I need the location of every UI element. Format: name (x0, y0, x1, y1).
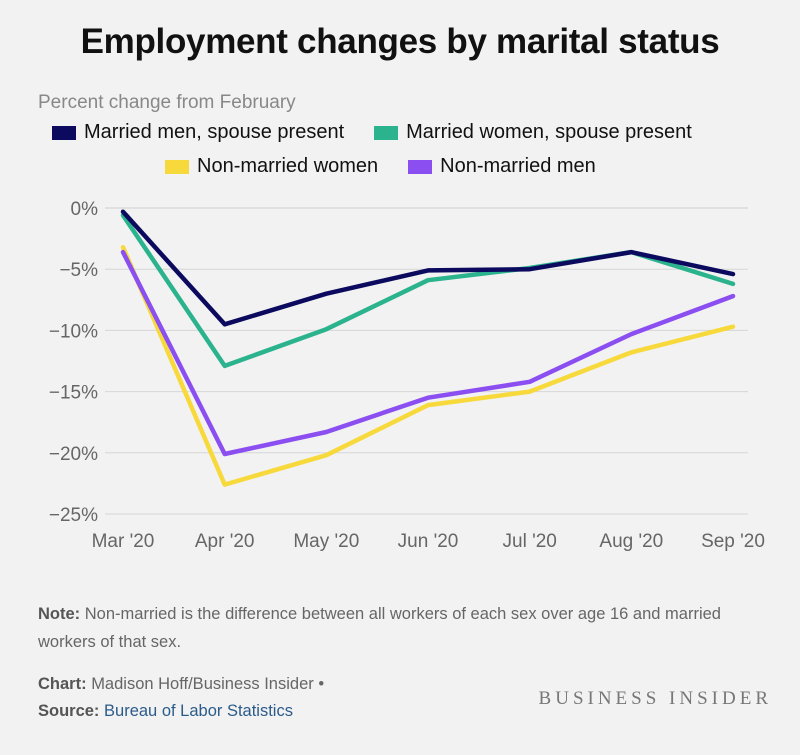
y-tick-label: −20% (49, 444, 98, 465)
legend-item-married-women: Married women, spouse present (374, 121, 692, 144)
chart-credit-label: Chart: (38, 675, 87, 693)
series-line-2 (120, 244, 736, 487)
chart-note: Note: Non-married is the difference betw… (38, 600, 768, 656)
x-tick-label: Sep '20 (701, 531, 765, 552)
legend-swatch-non-married-women (165, 159, 189, 174)
x-tick-label: Jul '20 (503, 531, 557, 552)
legend-swatch-married-men (52, 125, 76, 140)
legend-swatch-non-married-men (408, 159, 433, 174)
note-label: Note: (38, 605, 81, 623)
series-line-1 (120, 213, 736, 369)
legend-item-non-married-women: Non-married women (165, 155, 378, 178)
chart-credit: Chart: Madison Hoff/Business Insider • (38, 675, 324, 694)
legend-row-1: Married men, spouse present Married wome… (52, 121, 692, 144)
series-line-0 (120, 209, 736, 327)
line-chart: 0% −5% −10% −15% −20% −25% Mar '20 Apr '20 May '… (49, 199, 765, 552)
x-tick-label: Jun '20 (398, 531, 459, 552)
chart-title: Employment changes by marital status (80, 22, 720, 61)
legend-label-non-married-men: Non-married men (440, 155, 596, 177)
legend-label-married-women: Married women, spouse present (406, 121, 692, 143)
x-tick-label: Apr '20 (195, 531, 255, 552)
source-label: Source: (38, 702, 100, 720)
source-credit: Source: Bureau of Labor Statistics (38, 702, 293, 721)
chart-subtitle: Percent change from February (38, 92, 296, 113)
legend-label-married-men: Married men, spouse present (84, 121, 345, 143)
legend-row-2: Non-married women Non-married men (165, 155, 596, 178)
x-tick-label: Mar '20 (92, 531, 155, 552)
y-tick-label: −25% (49, 505, 98, 526)
legend-label-non-married-women: Non-married women (197, 155, 379, 177)
business-insider-logo: BUSINESS INSIDER (538, 688, 772, 709)
chart-credit-text: Madison Hoff/Business Insider • (91, 675, 325, 693)
y-tick-label: 0% (71, 199, 99, 220)
y-tick-label: −5% (59, 260, 98, 281)
series-line-3 (120, 249, 736, 457)
y-tick-label: −10% (49, 321, 98, 342)
legend-item-non-married-men: Non-married men (408, 155, 596, 178)
legend-swatch-married-women (374, 125, 399, 140)
x-tick-label: Aug '20 (599, 531, 663, 552)
note-text: Non-married is the difference between al… (38, 605, 721, 651)
legend-item-married-men: Married men, spouse present (52, 121, 344, 144)
source-link[interactable]: Bureau of Labor Statistics (104, 702, 293, 720)
x-tick-label: May '20 (293, 531, 359, 552)
y-tick-label: −15% (49, 383, 98, 404)
